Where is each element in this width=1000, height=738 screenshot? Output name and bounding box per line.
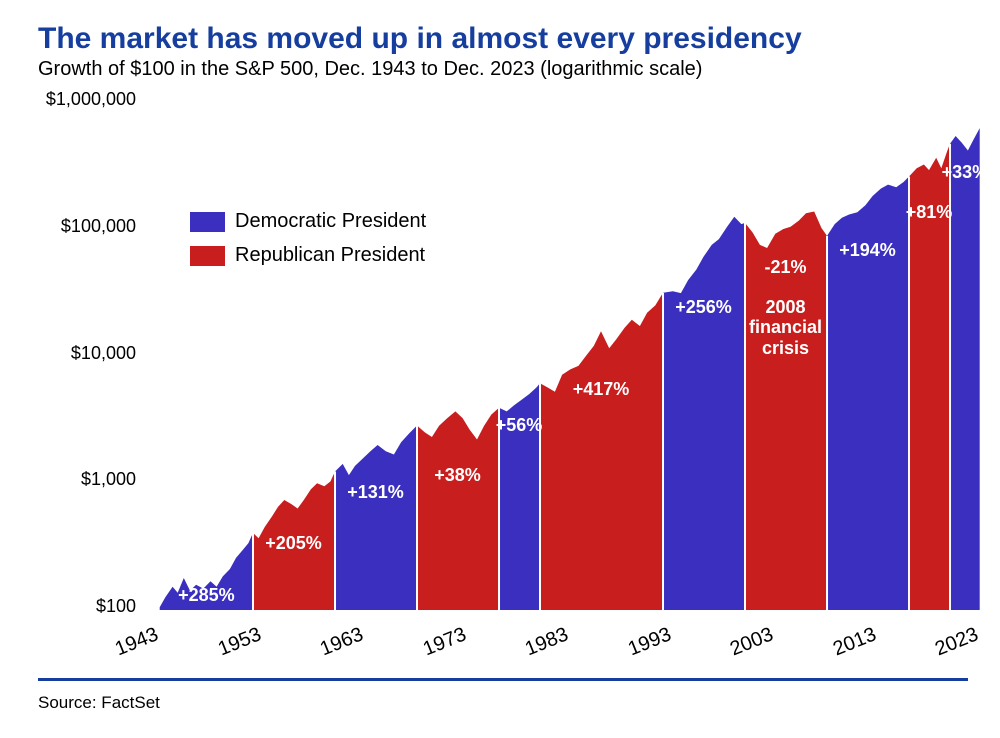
- segment-return-label: +285%: [146, 585, 266, 606]
- legend-item: Democratic President: [190, 210, 426, 233]
- segment-return-label: +33%: [905, 162, 1000, 183]
- segment-note: 2008 financial crisis: [726, 297, 846, 359]
- segment-return-label: +205%: [234, 533, 354, 554]
- segment-return-label: +417%: [541, 379, 661, 400]
- y-axis-tick-label: $1,000: [0, 469, 136, 490]
- divider-line: [38, 678, 968, 681]
- y-axis-tick-label: $10,000: [0, 343, 136, 364]
- source-text: Source: FactSet: [38, 693, 160, 713]
- y-axis-tick-label: $100,000: [0, 216, 136, 237]
- legend-swatch: [190, 246, 225, 266]
- segment-2-democrat: [335, 426, 417, 611]
- segment-return-label: +81%: [869, 202, 989, 223]
- segment-return-label: +38%: [398, 465, 518, 486]
- legend-label: Republican President: [235, 244, 425, 267]
- legend-label: Democratic President: [235, 210, 426, 233]
- y-axis-tick-label: $100: [0, 596, 136, 617]
- legend-item: Republican President: [190, 244, 425, 267]
- segment-return-label: +194%: [808, 240, 928, 261]
- legend-swatch: [190, 212, 225, 232]
- segment-10-democrat: [950, 128, 980, 610]
- chart-container: { "canvas": { "width": 1000, "height": 7…: [0, 0, 1000, 738]
- segment-5-republican: [540, 293, 663, 610]
- y-axis-tick-label: $1,000,000: [0, 89, 136, 110]
- segment-3-republican: [417, 408, 499, 610]
- segment-return-label: +56%: [459, 415, 579, 436]
